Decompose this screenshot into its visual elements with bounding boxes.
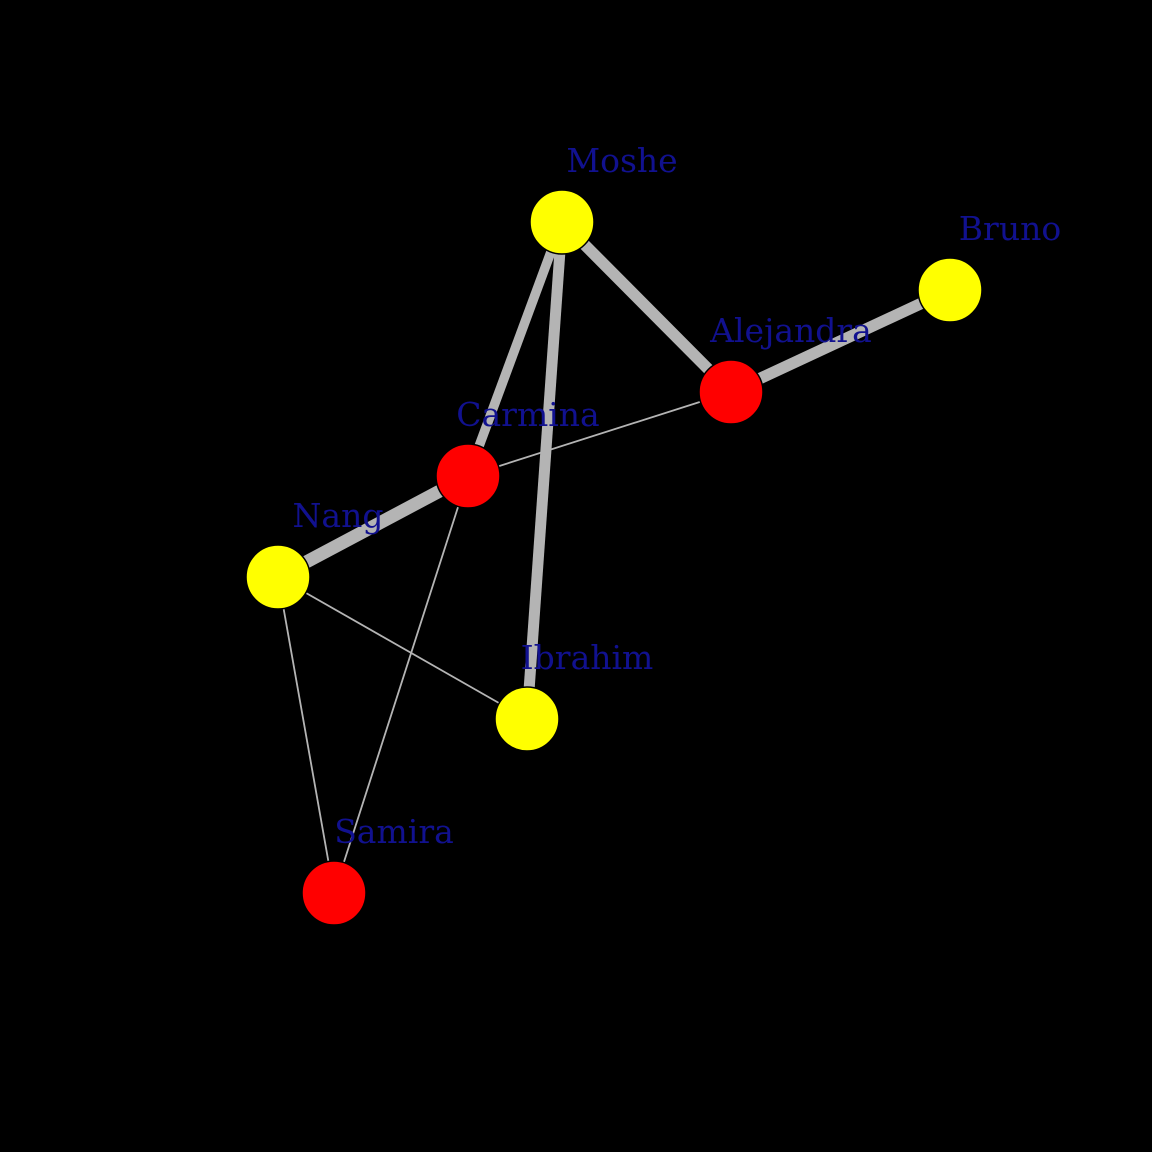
edge-moshe-carmina: [463, 220, 567, 478]
node-nang: [245, 544, 311, 610]
node-moshe: [529, 189, 595, 255]
edges-layer: [274, 217, 953, 894]
node-label-ibrahim: Ibrahim: [521, 638, 654, 677]
edge-alejandra-carmina: [467, 391, 732, 477]
node-label-bruno: Bruno: [959, 209, 1061, 248]
node-label-moshe: Moshe: [566, 141, 677, 180]
node-samira: [301, 860, 367, 926]
edge-nang-ibrahim: [277, 576, 528, 720]
node-label-nang: Nang: [293, 496, 384, 535]
edge-nang-samira: [277, 576, 335, 894]
node-label-carmina: Carmina: [456, 395, 599, 434]
edge-carmina-nang: [274, 470, 472, 583]
node-label-alejandra: Alejandra: [709, 311, 872, 350]
edge-alejandra-bruno: [728, 284, 953, 398]
node-bruno: [917, 257, 983, 323]
labels-layer: Moshe Bruno Alejandra Carmina Nang Ibrahim Sam…: [293, 141, 1062, 851]
edge-moshe-ibrahim: [521, 221, 568, 720]
node-alejandra: [698, 359, 764, 425]
edge-moshe-alejandra: [557, 217, 736, 397]
nodes-layer: [245, 189, 983, 926]
node-label-samira: Samira: [334, 812, 454, 851]
node-ibrahim: [494, 686, 560, 752]
edge-carmina-samira: [333, 475, 469, 894]
node-carmina: [435, 443, 501, 509]
